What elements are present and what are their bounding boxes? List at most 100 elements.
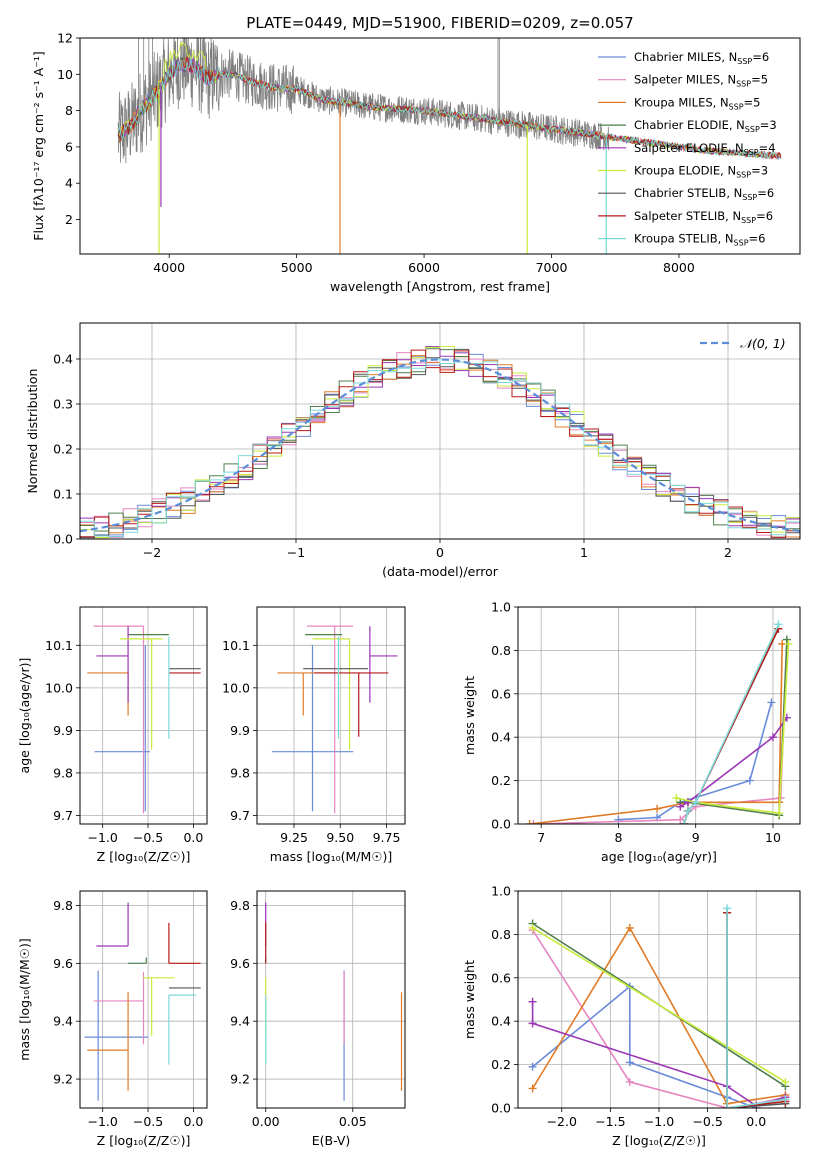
weight-line-5 xyxy=(532,927,786,1083)
y-tick-label: 0.6 xyxy=(491,686,511,701)
plot-area xyxy=(525,620,793,824)
weight-line-2 xyxy=(531,926,786,1105)
y-tick-label: 9.6 xyxy=(53,956,73,971)
errorbar-point-2 xyxy=(87,672,129,716)
legend: Chabrier MILES, NSSP=6 Salpeter MILES, NS… xyxy=(598,50,777,248)
y-tick-label: 9.7 xyxy=(230,808,250,823)
y-tick-label: 0.3 xyxy=(53,397,73,412)
axes-frame xyxy=(79,37,801,255)
x-tick-label: 0.00 xyxy=(252,1114,280,1129)
x-tick-label: −1.0 xyxy=(87,1114,117,1129)
y-tick-label: 9.6 xyxy=(230,956,250,971)
axes-frame xyxy=(79,890,208,1109)
x-axis-label: mass [log₁₀(M/M☉)] xyxy=(270,849,392,864)
weight-marker xyxy=(529,820,538,824)
legend-entry-6: Chabrier STELIB, NSSP=6 xyxy=(634,186,774,202)
errorbar-point-5 xyxy=(119,638,163,750)
axes-frame xyxy=(256,890,406,1109)
legend-entry-3: Chabrier ELODIE, NSSP=3 xyxy=(634,118,777,134)
x-tick-label: 4000 xyxy=(153,260,185,275)
panel-age-vs-metallicity: −1.0 −0.5 0.0 9.7 9.8 9.9 10.0 10.1 Z [log₁₀(Z/Z… xyxy=(17,606,208,864)
weight-marker xyxy=(723,1104,732,1108)
weight-marker xyxy=(723,904,732,913)
y-tick-label: 0.6 xyxy=(491,970,511,985)
plot-area xyxy=(80,346,800,539)
weight-marker xyxy=(528,1084,537,1093)
errorbar-point-0 xyxy=(271,645,354,812)
histogram-4 xyxy=(80,346,800,538)
x-tick-label: 9.75 xyxy=(373,830,401,845)
y-tick-label: 0.1 xyxy=(53,487,73,502)
x-tick-label: −1 xyxy=(287,545,305,560)
y-tick-label: 9.8 xyxy=(53,898,73,913)
y-tick-label: 0.4 xyxy=(491,730,511,745)
x-tick-label: 10 xyxy=(765,830,781,845)
errorbar-point-5 xyxy=(312,638,351,750)
y-tick-label: 9.2 xyxy=(230,1072,250,1087)
y-tick-label: 9.8 xyxy=(230,898,250,913)
x-tick-label: 9.25 xyxy=(280,830,308,845)
x-tick-label: −2 xyxy=(143,545,161,560)
errorbar-point-2 xyxy=(87,992,129,1091)
y-tick-label: 1.0 xyxy=(491,884,511,899)
y-tick-label: 10.0 xyxy=(222,680,250,695)
axes-frame xyxy=(517,890,801,1109)
weight-marker xyxy=(528,1062,537,1071)
x-axis-label: wavelength [Angstrom, rest frame] xyxy=(330,279,550,294)
weight-marker xyxy=(528,923,537,932)
errorbar-point-1 xyxy=(93,972,145,1045)
y-tick-label: 0.8 xyxy=(491,643,511,658)
panel-spectrum: 4000 5000 6000 7000 8000 2 4 6 8 10 12 wavelength [… xyxy=(31,31,801,294)
y-tick-label: 10.1 xyxy=(222,638,250,653)
y-tick-label: 9.8 xyxy=(230,765,250,780)
errorbar-point-7 xyxy=(314,672,389,737)
plot-area xyxy=(87,625,201,814)
y-tick-label: 10.1 xyxy=(45,638,73,653)
weight-marker xyxy=(683,806,692,815)
legend-entry-gaussian: 𝒩(0, 1) xyxy=(740,336,786,351)
x-tick-label: 0.05 xyxy=(339,1114,367,1129)
weight-marker xyxy=(781,1077,790,1086)
x-axis-label: (data-model)/error xyxy=(382,564,499,579)
x-tick-label: −1.0 xyxy=(87,830,117,845)
y-axis-label: mass [log₁₀(M/M☉)] xyxy=(17,938,32,1060)
x-tick-label: −0.5 xyxy=(692,1114,722,1129)
weight-line-3 xyxy=(680,639,788,817)
y-tick-label: 0.0 xyxy=(491,1101,511,1116)
x-tick-label: 7000 xyxy=(536,260,568,275)
y-tick-label: 0.2 xyxy=(491,773,511,788)
histogram-8 xyxy=(80,358,800,538)
weight-line-5 xyxy=(676,643,790,815)
y-tick-label: 0.4 xyxy=(53,352,73,367)
x-tick-label: 2 xyxy=(724,545,732,560)
x-tick-label: 0 xyxy=(436,545,444,560)
x-axis-label: Z [log₁₀(Z/Z☉)] xyxy=(97,1133,191,1148)
panel-mass-weight-vs-age: 7 8 9 10 0.0 0.2 0.4 0.6 0.8 1.0 age [log₁₀(age/yr… xyxy=(462,600,801,864)
panel-age-vs-mass: 9.25 9.50 9.75 9.7 9.8 9.9 10.0 10.1 mass [log₁₀… xyxy=(222,606,406,864)
x-tick-label: 9 xyxy=(692,830,700,845)
weight-marker xyxy=(781,1095,790,1104)
x-tick-label: −2.0 xyxy=(547,1114,577,1129)
x-tick-label: 0.0 xyxy=(183,1114,203,1129)
weight-marker xyxy=(614,815,623,824)
model-spectrum-8 xyxy=(117,58,782,160)
y-tick-label: 9.7 xyxy=(53,808,73,823)
y-axis-label: age [log₁₀(age/yr)] xyxy=(17,658,32,774)
weight-line-8 xyxy=(683,624,780,824)
x-tick-label: −1.0 xyxy=(644,1114,674,1129)
panel-mass-vs-metallicity: −1.0 −0.5 0.0 9.2 9.4 9.6 9.8 Z [log₁₀(Z/Z☉)] ma… xyxy=(17,890,208,1148)
legend-entry-4: Salpeter ELODIE, NSSP=4 xyxy=(634,141,776,157)
errorbar-point-5 xyxy=(142,977,175,1036)
weight-marker xyxy=(653,804,662,813)
y-tick-label: 0.2 xyxy=(53,442,73,457)
y-tick-label: 10.0 xyxy=(45,680,73,695)
weight-marker xyxy=(768,733,777,742)
figure-title: PLATE=0449, MJD=51900, FIBERID=0209, z=0… xyxy=(246,14,633,32)
x-tick-label: 8000 xyxy=(663,260,695,275)
weight-marker xyxy=(625,1077,634,1086)
weight-line-1 xyxy=(533,643,788,824)
x-tick-label: 9.50 xyxy=(326,830,354,845)
weight-marker xyxy=(784,639,793,648)
y-tick-label: 9.2 xyxy=(53,1072,73,1087)
